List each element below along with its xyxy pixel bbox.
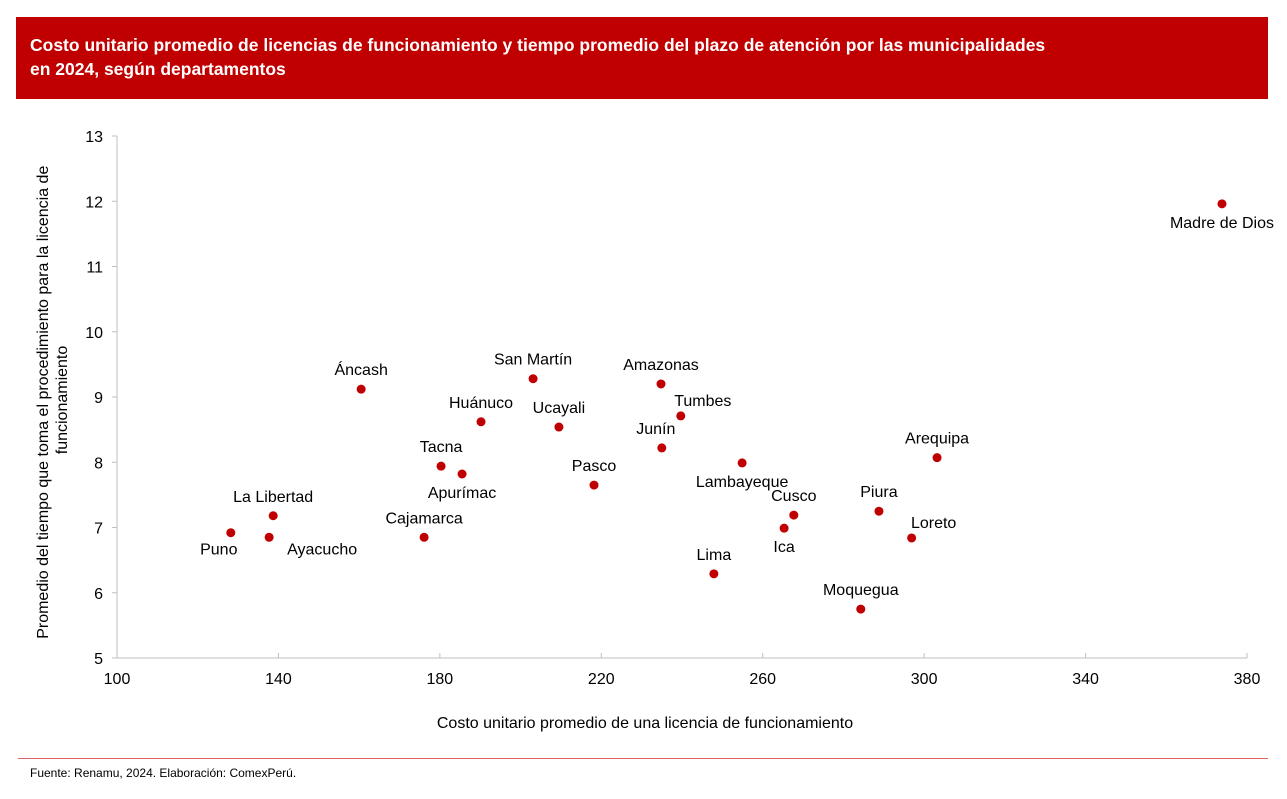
data-point	[932, 453, 942, 463]
data-point	[268, 511, 278, 521]
x-tick-label: 220	[588, 671, 615, 688]
data-point	[779, 523, 789, 533]
data-point-group: Ucayali	[533, 400, 585, 432]
data-point	[457, 469, 467, 479]
data-point	[676, 411, 686, 421]
x-axis-title: Costo unitario promedio de una licencia …	[437, 715, 853, 732]
data-point-label: Ica	[773, 539, 794, 556]
data-point-label: Áncash	[334, 360, 387, 379]
data-point-group: Tacna	[420, 439, 463, 471]
data-point-group: Apurímac	[428, 469, 496, 502]
data-point	[656, 379, 666, 389]
source-note: Fuente: Renamu, 2024. Elaboración: Comex…	[30, 766, 297, 780]
data-point	[874, 506, 884, 516]
data-point-label: Lambayeque	[696, 474, 789, 491]
data-point-group: Ica	[773, 523, 795, 556]
footer-divider	[18, 758, 1268, 759]
data-point-label: Huánuco	[449, 395, 513, 412]
data-point-label: Madre de Dios	[1170, 215, 1274, 232]
data-point-label: Ayacucho	[287, 541, 357, 558]
data-point	[1217, 199, 1227, 209]
y-tick-label: 9	[94, 390, 103, 407]
data-points: Puno La Libertad Ayacucho Áncash Cajamarca Ta…	[200, 199, 1274, 614]
data-point	[226, 528, 236, 538]
y-tick-label: 7	[94, 521, 103, 538]
data-point-label: Moquegua	[823, 582, 899, 599]
data-point-label: Lima	[697, 547, 732, 564]
data-point-label: Ucayali	[533, 400, 585, 417]
y-tick-label: 10	[85, 325, 103, 342]
data-point	[737, 458, 747, 468]
data-point-label: Apurímac	[428, 485, 496, 502]
y-tick-label: 12	[85, 194, 103, 211]
chart-title-line-2: en 2024, según departamentos	[30, 59, 286, 79]
data-point	[856, 604, 866, 614]
data-point-group: Loreto	[907, 515, 956, 543]
x-tick-label: 340	[1072, 671, 1099, 688]
data-point-label: La Libertad	[233, 489, 313, 506]
data-point-group: Cusco	[771, 488, 817, 520]
y-axis-title-line-2: funcionamiento	[54, 346, 71, 455]
y-tick-label: 6	[94, 586, 103, 603]
data-point	[436, 461, 446, 471]
data-point	[419, 532, 429, 542]
chart-title-banner: Costo unitario promedio de licencias de …	[16, 17, 1268, 99]
data-point-group: Amazonas	[623, 357, 699, 389]
data-point-group: Piura	[860, 484, 898, 516]
x-tick-label: 380	[1234, 671, 1261, 688]
y-tick-label: 13	[85, 129, 103, 146]
data-point	[907, 533, 917, 543]
data-point-label: San Martín	[494, 352, 572, 369]
data-point-group: Cajamarca	[385, 510, 463, 542]
data-point-group: Arequipa	[905, 431, 969, 463]
data-point-label: Junín	[636, 421, 675, 438]
data-point-label: Tumbes	[674, 393, 731, 410]
data-point-label: Cajamarca	[385, 510, 462, 527]
data-point-label: Arequipa	[905, 431, 969, 448]
data-point-label: Amazonas	[623, 357, 699, 374]
x-tick-label: 260	[749, 671, 776, 688]
data-point-group: Áncash	[334, 360, 388, 394]
x-tick-label: 140	[265, 671, 292, 688]
data-point-group: La Libertad	[233, 489, 313, 521]
data-point	[264, 532, 274, 542]
data-point	[356, 384, 366, 394]
chart-title-line-1: Costo unitario promedio de licencias de …	[30, 35, 1046, 55]
y-ticks: 5 6 7 8 9 10 11 12 13	[85, 129, 117, 668]
data-point-label: Pasco	[572, 458, 617, 475]
data-point-label: Tacna	[420, 439, 463, 456]
y-tick-label: 11	[86, 260, 103, 277]
data-point	[554, 422, 564, 432]
data-point	[476, 417, 486, 427]
data-point	[528, 374, 538, 384]
y-tick-label: 8	[94, 455, 103, 472]
data-point-group: Pasco	[572, 458, 617, 490]
data-point-group: Puno	[200, 528, 238, 559]
x-ticks: 100 140 180 220 260 300 340 380	[104, 653, 1261, 688]
y-tick-label: 5	[94, 651, 103, 668]
x-tick-label: 180	[427, 671, 454, 688]
data-point	[709, 569, 719, 579]
data-point-label: Cusco	[771, 488, 816, 505]
data-point	[789, 510, 799, 520]
data-point	[657, 443, 667, 453]
data-point-group: Moquegua	[823, 582, 899, 614]
y-axis-title-line-1: Promedio del tiempo que toma el procedim…	[35, 166, 52, 639]
data-point-group: Junín	[636, 421, 675, 453]
data-point-label: Piura	[860, 484, 897, 501]
data-point-group: Madre de Dios	[1170, 199, 1274, 232]
y-axis-title: Promedio del tiempo que toma el procedim…	[35, 161, 71, 639]
data-point-group: Tumbes	[674, 393, 731, 421]
data-point-group: Huánuco	[449, 395, 513, 427]
data-point-group: Lima	[697, 547, 732, 579]
data-point-group: Lambayeque	[696, 458, 789, 491]
data-point-label: Loreto	[911, 515, 956, 532]
data-point-group: San Martín	[494, 352, 572, 384]
x-tick-label: 100	[104, 671, 131, 688]
x-tick-label: 300	[911, 671, 938, 688]
data-point-label: Puno	[200, 542, 237, 559]
data-point-group: Ayacucho	[264, 532, 357, 558]
data-point	[589, 480, 599, 490]
